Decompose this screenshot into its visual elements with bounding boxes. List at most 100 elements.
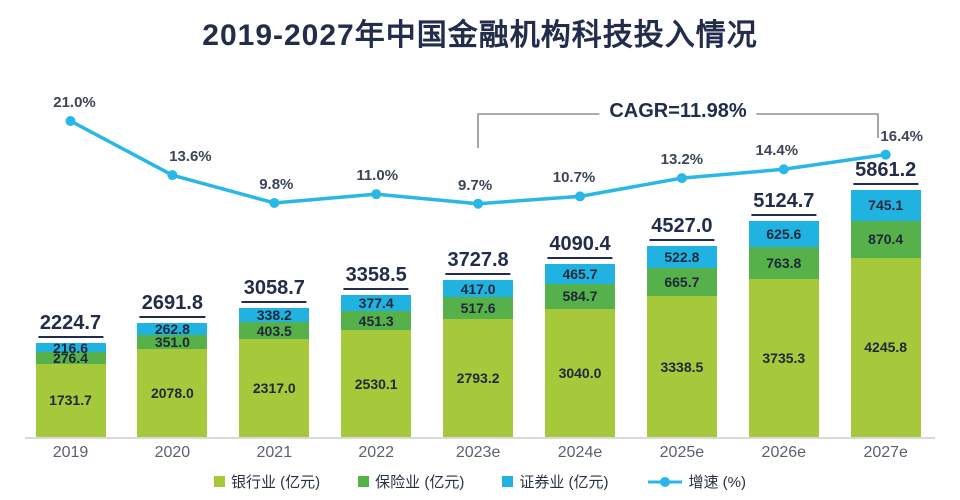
segment-value-label: 3735.3 bbox=[762, 350, 806, 367]
bar-segment-securities-2019: 216.6 bbox=[35, 339, 106, 356]
segment-value-label: 351.0 bbox=[154, 333, 190, 350]
growth-point-label-2025e: 13.2% bbox=[660, 151, 704, 169]
segment-value-label: 262.8 bbox=[154, 320, 190, 337]
total-label-2023e: 3727.8 bbox=[445, 249, 511, 275]
segment-value-label: 2793.2 bbox=[456, 370, 500, 387]
segment-value-label: 3040.0 bbox=[558, 364, 602, 381]
total-label-2024e: 4090.4 bbox=[547, 233, 613, 260]
bar-segment-bank-2022: 2530.1 bbox=[341, 330, 412, 437]
x-axis-label-2021: 2021 bbox=[256, 444, 293, 461]
growth-point-label-2020: 13.6% bbox=[169, 148, 212, 166]
bar-group-2026e: 3735.3 763.8 625.6 bbox=[748, 220, 819, 437]
growth-point-label-2027e: 16.4% bbox=[880, 127, 923, 145]
legend: 银行业 (亿元) 保险业 (亿元) 证券业 (亿元) 增速 (%) bbox=[0, 471, 960, 492]
legend-label: 保险业 (亿元) bbox=[375, 474, 465, 491]
segment-value-label: 763.8 bbox=[766, 255, 802, 272]
growth-point-label-2026e: 14.4% bbox=[755, 142, 799, 160]
total-label-2019: 2224.7 bbox=[37, 312, 104, 339]
growth-point-label-2023e: 9.7% bbox=[457, 176, 493, 194]
growth-point-label-2022: 11.0% bbox=[356, 167, 399, 185]
segment-value-label: 2317.0 bbox=[252, 380, 296, 397]
bar-group-2027e: 4245.8 870.4 745.1 bbox=[850, 189, 921, 437]
x-axis-label-2020: 2020 bbox=[154, 444, 191, 461]
bar-segment-securities-2021: 338.2 bbox=[239, 307, 310, 323]
legend-label: 证券业 (亿元) bbox=[519, 474, 609, 491]
segment-value-label: 584.7 bbox=[562, 288, 598, 305]
bar-segment-bank-2023e: 2793.2 bbox=[443, 319, 514, 437]
bar-segment-insurance-2021: 403.5 bbox=[239, 322, 310, 340]
trend-point-2022 bbox=[371, 189, 382, 200]
total-label-2027e: 5861.2 bbox=[853, 159, 919, 185]
total-label-2020: 2691.8 bbox=[139, 292, 205, 319]
trend-point-2021 bbox=[269, 197, 280, 208]
bar-segment-insurance-2022: 451.3 bbox=[341, 311, 412, 331]
segment-value-label: 403.5 bbox=[256, 322, 292, 339]
bar-segment-bank-2026e: 3735.3 bbox=[748, 279, 819, 437]
bar-segment-bank-2021: 2317.0 bbox=[239, 339, 310, 437]
bar-group-2022: 2530.1 451.3 377.4 bbox=[341, 295, 412, 437]
bar-segment-securities-2026e: 625.6 bbox=[748, 220, 819, 248]
bar-segment-securities-2022: 377.4 bbox=[341, 295, 412, 312]
trend-point-2026e bbox=[778, 164, 789, 175]
segment-value-label: 417.0 bbox=[460, 280, 496, 297]
growth-point-label-2024e: 10.7% bbox=[552, 169, 596, 187]
total-label-2025e: 4527.0 bbox=[649, 215, 715, 241]
legend-item-securities: 证券业 (亿元) bbox=[502, 471, 609, 492]
bar-segment-insurance-2025e: 665.7 bbox=[646, 268, 717, 297]
bar-segment-insurance-2019: 276.4 bbox=[35, 350, 106, 367]
segment-value-label: 2530.1 bbox=[354, 375, 398, 392]
segment-value-label: 216.6 bbox=[52, 339, 89, 356]
segment-value-label: 522.8 bbox=[664, 249, 700, 265]
trend-point-2025e bbox=[676, 173, 687, 184]
bar-segment-insurance-2026e: 763.8 bbox=[748, 247, 819, 280]
total-label-2021: 3058.7 bbox=[241, 277, 307, 303]
total-label-2026e: 5124.7 bbox=[751, 190, 817, 216]
bar-group-2025e: 3338.5 665.7 522.8 bbox=[646, 245, 717, 437]
legend-swatch-icon bbox=[502, 476, 514, 487]
x-axis-line bbox=[25, 437, 935, 439]
x-axis-label-2025e: 2025e bbox=[659, 444, 705, 461]
bar-group-2023e: 2793.2 517.6 417.0 bbox=[443, 279, 514, 437]
segment-value-label: 625.6 bbox=[766, 225, 802, 242]
bar-segment-bank-2019: 1731.7 bbox=[35, 363, 106, 437]
bar-segment-insurance-2020: 351.0 bbox=[137, 333, 208, 350]
segment-value-label: 517.6 bbox=[460, 300, 496, 317]
segment-value-label: 276.4 bbox=[52, 350, 89, 367]
trend-point-2019 bbox=[65, 115, 76, 126]
trend-point-2024e bbox=[575, 191, 585, 202]
bar-segment-securities-2025e: 522.8 bbox=[646, 245, 717, 269]
bar-segment-insurance-2027e: 870.4 bbox=[850, 221, 921, 258]
segment-value-label: 4245.8 bbox=[864, 339, 908, 356]
bar-segment-bank-2024e: 3040.0 bbox=[545, 308, 615, 437]
chart-title: 2019-2027年中国金融机构科技投入情况 bbox=[202, 19, 758, 52]
legend-swatch-icon bbox=[358, 476, 370, 487]
legend-item-bank: 银行业 (亿元) bbox=[213, 471, 320, 492]
bar-group-2020: 2078.0 351.0 262.8 bbox=[137, 320, 208, 437]
bar-segment-bank-2020: 2078.0 bbox=[137, 349, 208, 437]
total-label-2022: 3358.5 bbox=[343, 264, 409, 291]
trend-point-2020 bbox=[167, 170, 178, 181]
x-axis-label-2027e: 2027e bbox=[863, 444, 908, 461]
bar-group-2024e: 3040.0 584.7 465.7 bbox=[545, 264, 615, 437]
bar-segment-securities-2023e: 417.0 bbox=[443, 279, 514, 298]
segment-value-label: 2078.0 bbox=[150, 385, 194, 402]
segment-value-label: 377.4 bbox=[358, 295, 394, 312]
legend-label: 增速 (%) bbox=[688, 474, 747, 491]
cagr-annotation: CAGR=11.98% bbox=[599, 100, 757, 123]
segment-value-label: 451.3 bbox=[358, 312, 394, 329]
line-marker-icon bbox=[647, 476, 682, 487]
legend-item-growth: 增速 (%) bbox=[647, 471, 747, 492]
bar-group-2019: 1731.7 276.4 216.6 bbox=[35, 339, 106, 437]
trend-point-2023e bbox=[473, 198, 484, 209]
x-axis-label-2024e: 2024e bbox=[557, 444, 603, 461]
bar-segment-bank-2025e: 3338.5 bbox=[646, 296, 717, 437]
segment-value-label: 465.7 bbox=[562, 266, 598, 283]
bar-segment-securities-2024e: 465.7 bbox=[545, 264, 615, 285]
x-axis-label-2022: 2022 bbox=[358, 444, 394, 461]
segment-value-label: 745.1 bbox=[868, 197, 904, 214]
x-axis-label-2019: 2019 bbox=[52, 444, 89, 461]
bar-segment-insurance-2024e: 584.7 bbox=[545, 284, 615, 309]
segment-value-label: 1731.7 bbox=[49, 392, 92, 409]
segment-value-label: 665.7 bbox=[664, 274, 700, 291]
